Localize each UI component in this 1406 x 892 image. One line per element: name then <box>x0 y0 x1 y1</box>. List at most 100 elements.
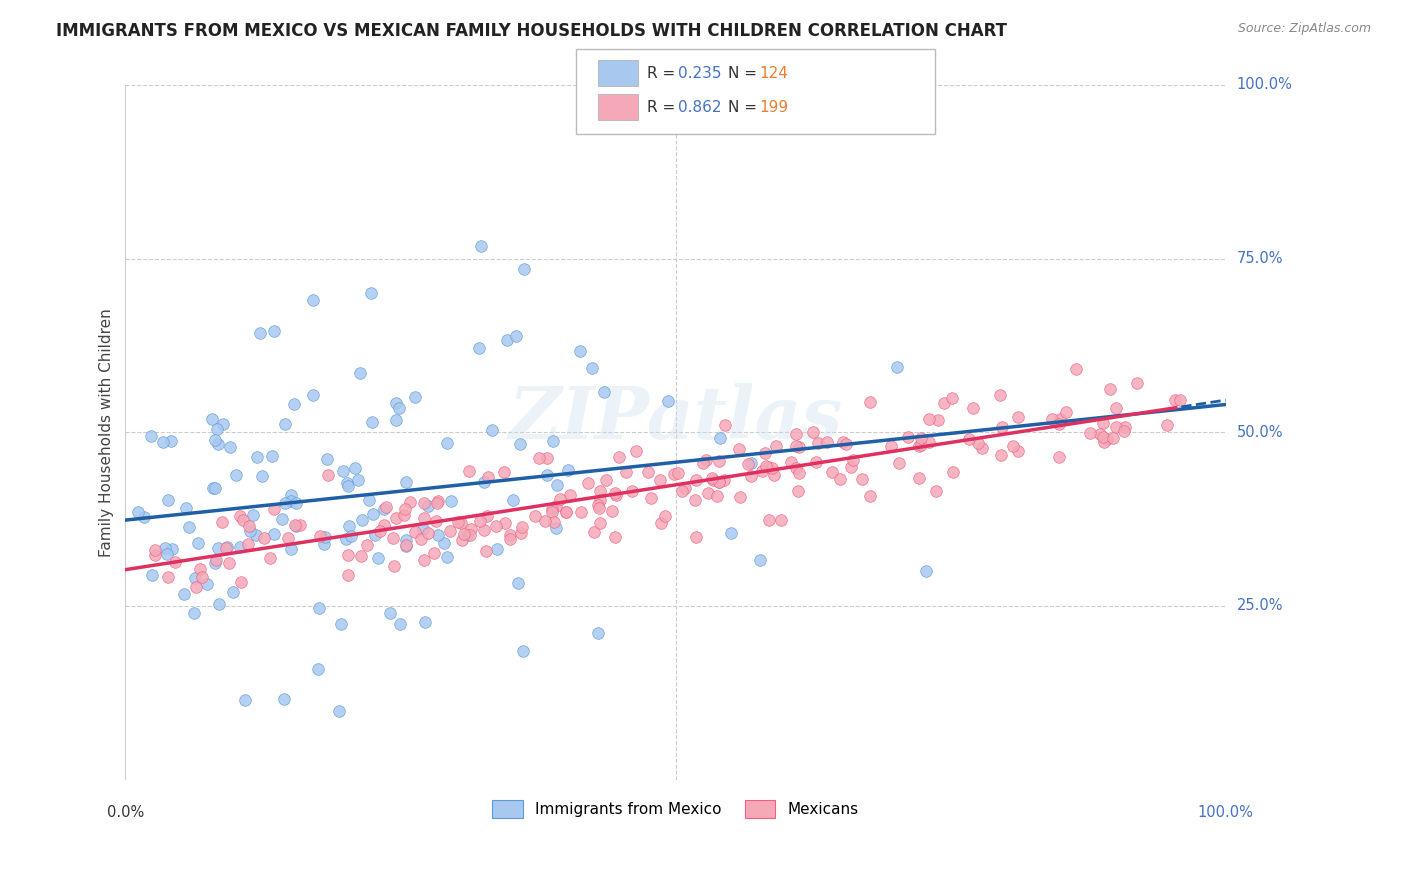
Point <box>957 433 980 447</box>
Point <box>1164 392 1187 407</box>
Point <box>785 461 807 475</box>
Point <box>593 384 616 399</box>
Point <box>807 435 830 450</box>
Point <box>720 525 742 540</box>
Point <box>277 531 299 545</box>
Point <box>512 261 534 276</box>
Point <box>309 528 332 542</box>
Point <box>373 501 395 516</box>
Point <box>1091 417 1114 431</box>
Point <box>713 473 735 487</box>
Point <box>458 463 481 477</box>
Point <box>236 536 259 550</box>
Point <box>804 455 827 469</box>
Point <box>302 293 325 307</box>
Point <box>336 548 359 562</box>
Point <box>534 514 557 528</box>
Point <box>239 524 262 538</box>
Point <box>832 434 855 449</box>
Point <box>927 413 949 427</box>
Point <box>312 537 335 551</box>
Point <box>1092 435 1115 450</box>
Point <box>207 541 229 556</box>
Point <box>657 394 679 409</box>
Point <box>603 530 626 544</box>
Point <box>127 505 149 519</box>
Point <box>259 550 281 565</box>
Point <box>472 523 495 537</box>
Point <box>201 412 224 426</box>
Point <box>316 468 339 483</box>
Point <box>586 625 609 640</box>
Point <box>284 518 307 533</box>
Point <box>589 492 612 507</box>
Point <box>624 443 647 458</box>
Point <box>262 449 284 463</box>
Point <box>821 465 844 479</box>
Point <box>1098 383 1121 397</box>
Point <box>1095 432 1118 446</box>
Point <box>495 333 517 347</box>
Point <box>215 541 238 555</box>
Point <box>156 547 179 561</box>
Point <box>543 515 565 529</box>
Point <box>208 597 231 611</box>
Point <box>505 328 527 343</box>
Point <box>541 434 564 448</box>
Point <box>527 450 550 465</box>
Point <box>524 509 547 524</box>
Point <box>211 515 233 529</box>
Point <box>173 587 195 601</box>
Point <box>229 574 252 589</box>
Point <box>249 326 271 341</box>
Point <box>737 458 759 472</box>
Point <box>751 464 773 478</box>
Point <box>546 521 568 535</box>
Point <box>494 516 516 530</box>
Point <box>858 489 880 503</box>
Point <box>174 501 197 516</box>
Point <box>374 500 396 515</box>
Point <box>412 552 434 566</box>
Point <box>238 518 260 533</box>
Point <box>453 526 475 541</box>
Point <box>607 450 630 464</box>
Point <box>233 693 256 707</box>
Point <box>581 360 603 375</box>
Point <box>536 451 558 466</box>
Point <box>219 440 242 454</box>
Point <box>263 501 285 516</box>
Point <box>456 528 478 542</box>
Point <box>666 467 689 481</box>
Point <box>422 545 444 559</box>
Point <box>347 473 370 487</box>
Point <box>404 391 426 405</box>
Point <box>253 531 276 545</box>
Point <box>425 514 447 528</box>
Point <box>481 424 503 438</box>
Point <box>917 435 939 450</box>
Point <box>586 498 609 512</box>
Text: 124: 124 <box>759 66 789 80</box>
Point <box>932 396 955 410</box>
Point <box>398 494 420 508</box>
Text: N =: N = <box>728 100 762 114</box>
Point <box>582 525 605 540</box>
Point <box>337 519 360 533</box>
Point <box>695 453 717 467</box>
Point <box>1114 419 1136 434</box>
Point <box>990 448 1012 462</box>
Point <box>217 540 239 554</box>
Point <box>378 607 401 621</box>
Point <box>404 525 426 540</box>
Point <box>359 493 381 508</box>
Point <box>364 528 387 542</box>
Point <box>785 439 807 453</box>
Point <box>640 491 662 505</box>
Point <box>252 469 274 483</box>
Point <box>246 450 269 464</box>
Point <box>373 517 395 532</box>
Point <box>439 524 461 538</box>
Point <box>285 518 308 533</box>
Point <box>263 527 285 541</box>
